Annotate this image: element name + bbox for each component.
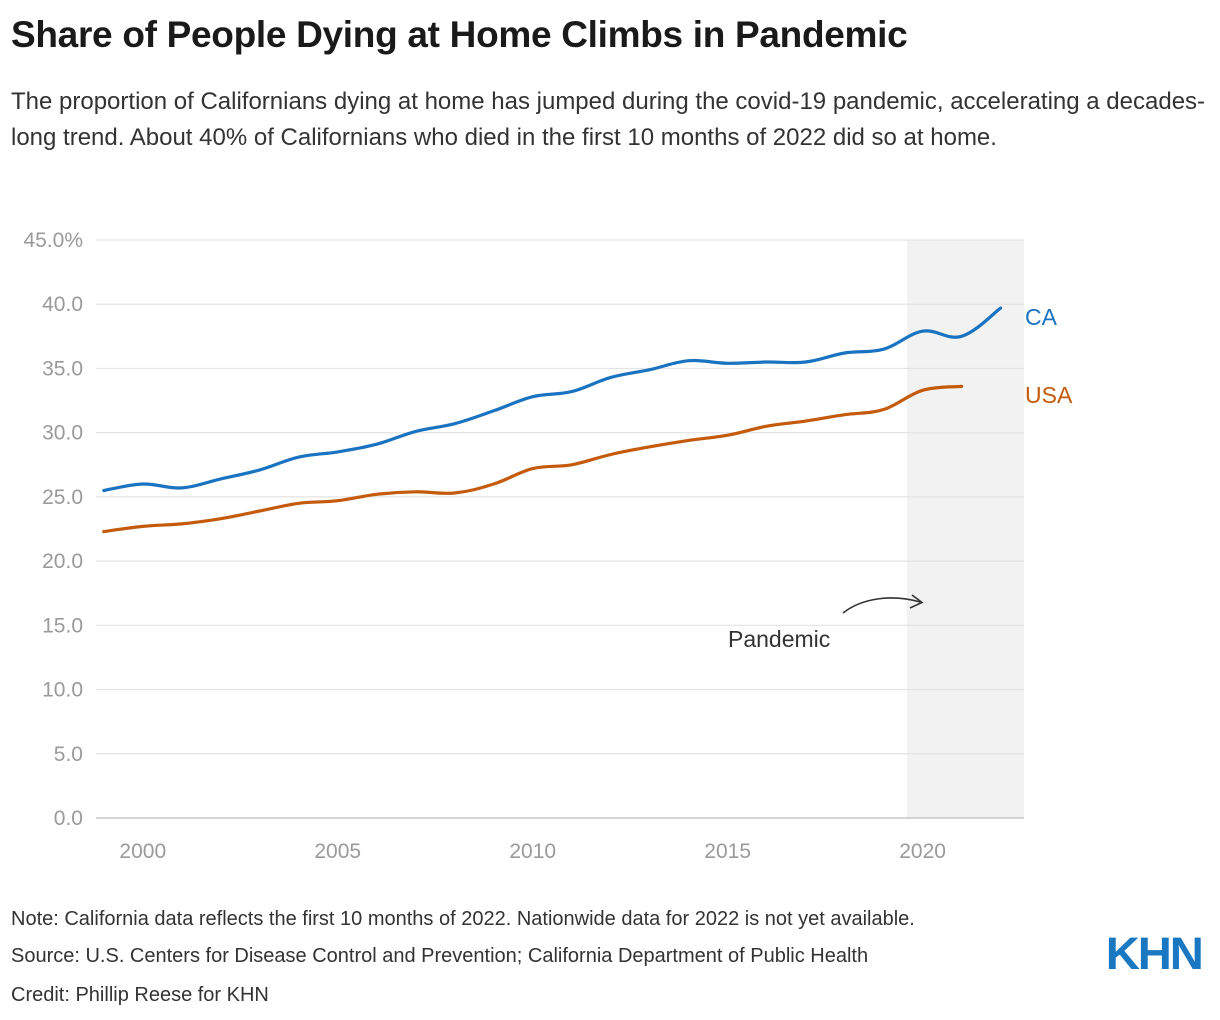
y-tick-label: 20.0	[42, 550, 83, 573]
series-label-ca: CA	[1025, 304, 1058, 330]
y-tick-label: 40.0	[42, 293, 83, 316]
y-tick-label: 30.0	[42, 422, 83, 445]
footnote-credit: Credit: Phillip Reese for KHN	[11, 984, 269, 1006]
footnote-source: Source: U.S. Centers for Disease Control…	[11, 945, 869, 967]
y-tick-label: 35.0	[42, 357, 83, 380]
y-tick-label: 45.0%	[23, 229, 83, 252]
series-line-ca	[102, 306, 1003, 493]
x-tick-label: 2010	[509, 840, 556, 863]
pandemic-shaded-region	[907, 240, 1024, 818]
x-tick-label: 2020	[899, 840, 946, 863]
annotation-arrow	[842, 597, 921, 614]
khn-logo: KHN	[1105, 928, 1204, 979]
x-tick-label: 2015	[704, 840, 751, 863]
y-tick-label: 25.0	[42, 486, 83, 509]
series-label-usa: USA	[1025, 382, 1073, 408]
footnote-note: Note: California data reflects the first…	[11, 908, 915, 930]
x-tick-label: 2000	[119, 840, 166, 863]
chart-title: Share of People Dying at Home Climbs in …	[11, 14, 908, 55]
annotation-arrowhead	[909, 594, 924, 609]
x-tick-label: 2005	[314, 840, 361, 863]
series-line-usa	[102, 384, 964, 534]
y-tick-label: 5.0	[54, 743, 83, 766]
chart-subtitle: The proportion of Californians dying at …	[11, 88, 1206, 151]
y-tick-label: 0.0	[54, 807, 83, 830]
y-tick-label: 10.0	[42, 679, 83, 702]
line-chart: 0.05.010.015.020.025.030.035.040.045.0% …	[23, 229, 1073, 863]
y-tick-label: 15.0	[42, 614, 83, 637]
pandemic-annotation: Pandemic	[728, 626, 830, 652]
